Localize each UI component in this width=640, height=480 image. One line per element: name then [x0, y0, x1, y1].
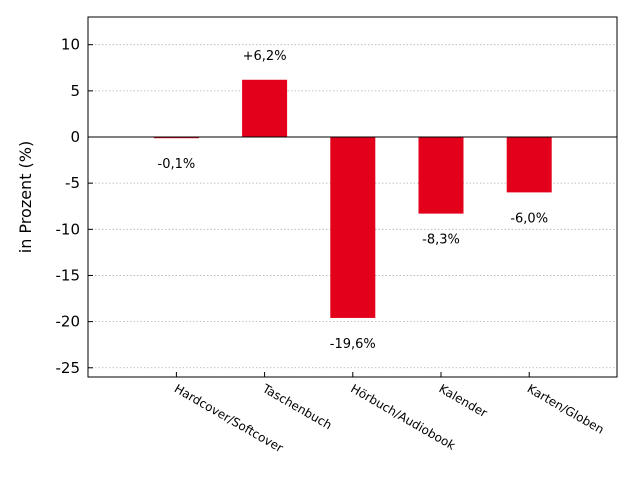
y-tick-label: -15: [56, 266, 81, 284]
bar: [506, 137, 552, 193]
y-tick-label: -25: [56, 359, 81, 377]
bar: [418, 137, 464, 214]
data-label: -0,1%: [158, 157, 196, 172]
y-tick-label: 0: [70, 128, 80, 146]
y-axis-title: in Prozent (%): [16, 141, 35, 253]
grid-lines: [88, 44, 617, 369]
y-axis: 10 5 0 -5 -10 -15 -20 -25: [56, 36, 93, 377]
bar: [153, 137, 199, 139]
x-tick-label: Taschenbuch: [259, 381, 334, 432]
x-tick-label: Kalender: [437, 381, 490, 420]
x-tick-label: Karten/Globen: [525, 381, 607, 436]
data-labels: -0,1% +6,2% -19,6% -8,3% -6,0%: [158, 49, 549, 352]
y-tick-label: -5: [65, 174, 80, 192]
y-tick-label: -20: [56, 313, 81, 331]
y-tick-label: 5: [70, 82, 80, 100]
data-label: -6,0%: [510, 211, 548, 226]
y-tick-label: -10: [56, 220, 81, 238]
bar: [330, 137, 376, 318]
data-label: -8,3%: [422, 233, 460, 248]
bar: [242, 79, 288, 137]
data-label: -19,6%: [330, 337, 376, 352]
y-tick-label: 10: [61, 36, 80, 54]
bars: [153, 79, 552, 318]
data-label: +6,2%: [243, 49, 287, 64]
